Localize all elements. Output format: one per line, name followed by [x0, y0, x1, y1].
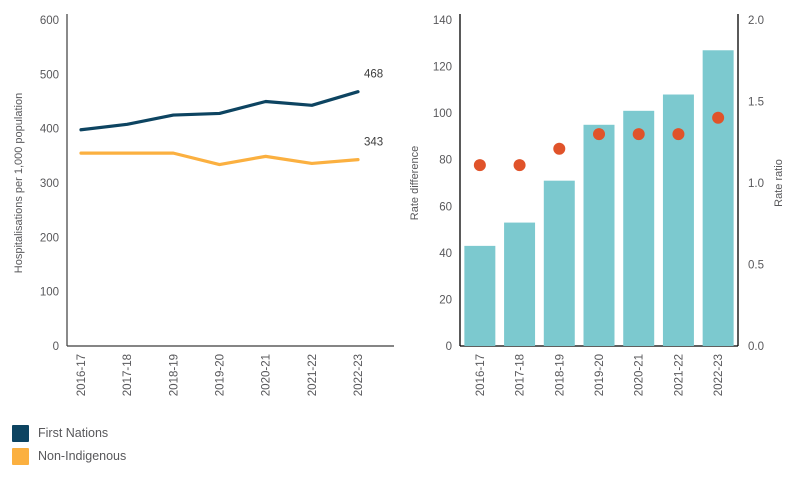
svg-text:2021-22: 2021-22	[673, 354, 685, 396]
svg-text:2021-22: 2021-22	[307, 354, 319, 396]
svg-text:400: 400	[40, 124, 59, 136]
svg-text:2019-20: 2019-20	[594, 354, 606, 396]
svg-text:2022-23: 2022-23	[353, 354, 365, 396]
svg-text:40: 40	[439, 248, 452, 260]
svg-text:Hospitalisations per 1,000 pop: Hospitalisations per 1,000 population	[13, 93, 25, 273]
line-chart-svg: 0 100 200 300 400 500 600 Hospitalisations per …	[13, 14, 394, 396]
svg-text:100: 100	[433, 108, 452, 120]
svg-text:2020-21: 2020-21	[634, 354, 646, 396]
svg-text:20: 20	[439, 294, 452, 306]
svg-text:1.0: 1.0	[748, 178, 764, 190]
svg-text:0: 0	[446, 341, 452, 353]
line-chart-legend: First Nations Non-Indigenous	[12, 424, 126, 465]
svg-text:600: 600	[40, 15, 59, 27]
svg-text:0.0: 0.0	[748, 341, 764, 353]
legend-item-non-indigenous[interactable]: Non-Indigenous	[12, 447, 126, 465]
svg-text:2016-17: 2016-17	[76, 354, 88, 396]
legend-swatch-non-indigenous	[12, 447, 29, 465]
svg-text:2018-19: 2018-19	[168, 354, 180, 396]
legend-label-non-indigenous: Non-Indigenous	[38, 448, 127, 463]
legend-item-first-nations[interactable]: First Nations	[12, 424, 126, 442]
svg-text:0: 0	[53, 341, 59, 353]
svg-text:2020-21: 2020-21	[261, 354, 273, 396]
svg-text:0.5: 0.5	[748, 260, 764, 272]
svg-text:200: 200	[40, 232, 59, 244]
bar-chart-panel: 0 20 40 60 80 100 120 140 0.0 0.5 1.0 1.5 2.0 Rate di…	[400, 0, 800, 480]
legend-swatch-first-nations	[12, 424, 29, 442]
svg-text:2017-18: 2017-18	[122, 354, 134, 396]
svg-text:80: 80	[439, 155, 452, 167]
svg-text:1.5: 1.5	[748, 97, 764, 109]
svg-text:2018-19: 2018-19	[554, 354, 566, 396]
svg-text:2.0: 2.0	[748, 15, 764, 27]
svg-text:140: 140	[433, 15, 452, 27]
line-chart-panel: 0 100 200 300 400 500 600 Hospitalisations per …	[12, 14, 394, 465]
svg-text:500: 500	[40, 69, 59, 81]
svg-text:100: 100	[40, 287, 59, 299]
svg-text:Rate ratio: Rate ratio	[773, 159, 785, 207]
bar-chart-svg: 0 20 40 60 80 100 120 140 0.0 0.5 1.0 1.5 2.0 Rate di…	[409, 14, 785, 396]
svg-text:2016-17: 2016-17	[475, 354, 487, 396]
svg-text:300: 300	[40, 178, 59, 190]
svg-text:468: 468	[364, 69, 383, 81]
svg-text:2017-18: 2017-18	[515, 354, 527, 396]
svg-text:Rate difference: Rate difference	[409, 146, 421, 220]
svg-text:2022-23: 2022-23	[713, 354, 725, 396]
legend-label-first-nations: First Nations	[38, 425, 109, 440]
svg-text:60: 60	[439, 201, 452, 213]
svg-text:120: 120	[433, 62, 452, 74]
svg-text:2019-20: 2019-20	[215, 354, 227, 396]
svg-text:343: 343	[364, 137, 383, 149]
